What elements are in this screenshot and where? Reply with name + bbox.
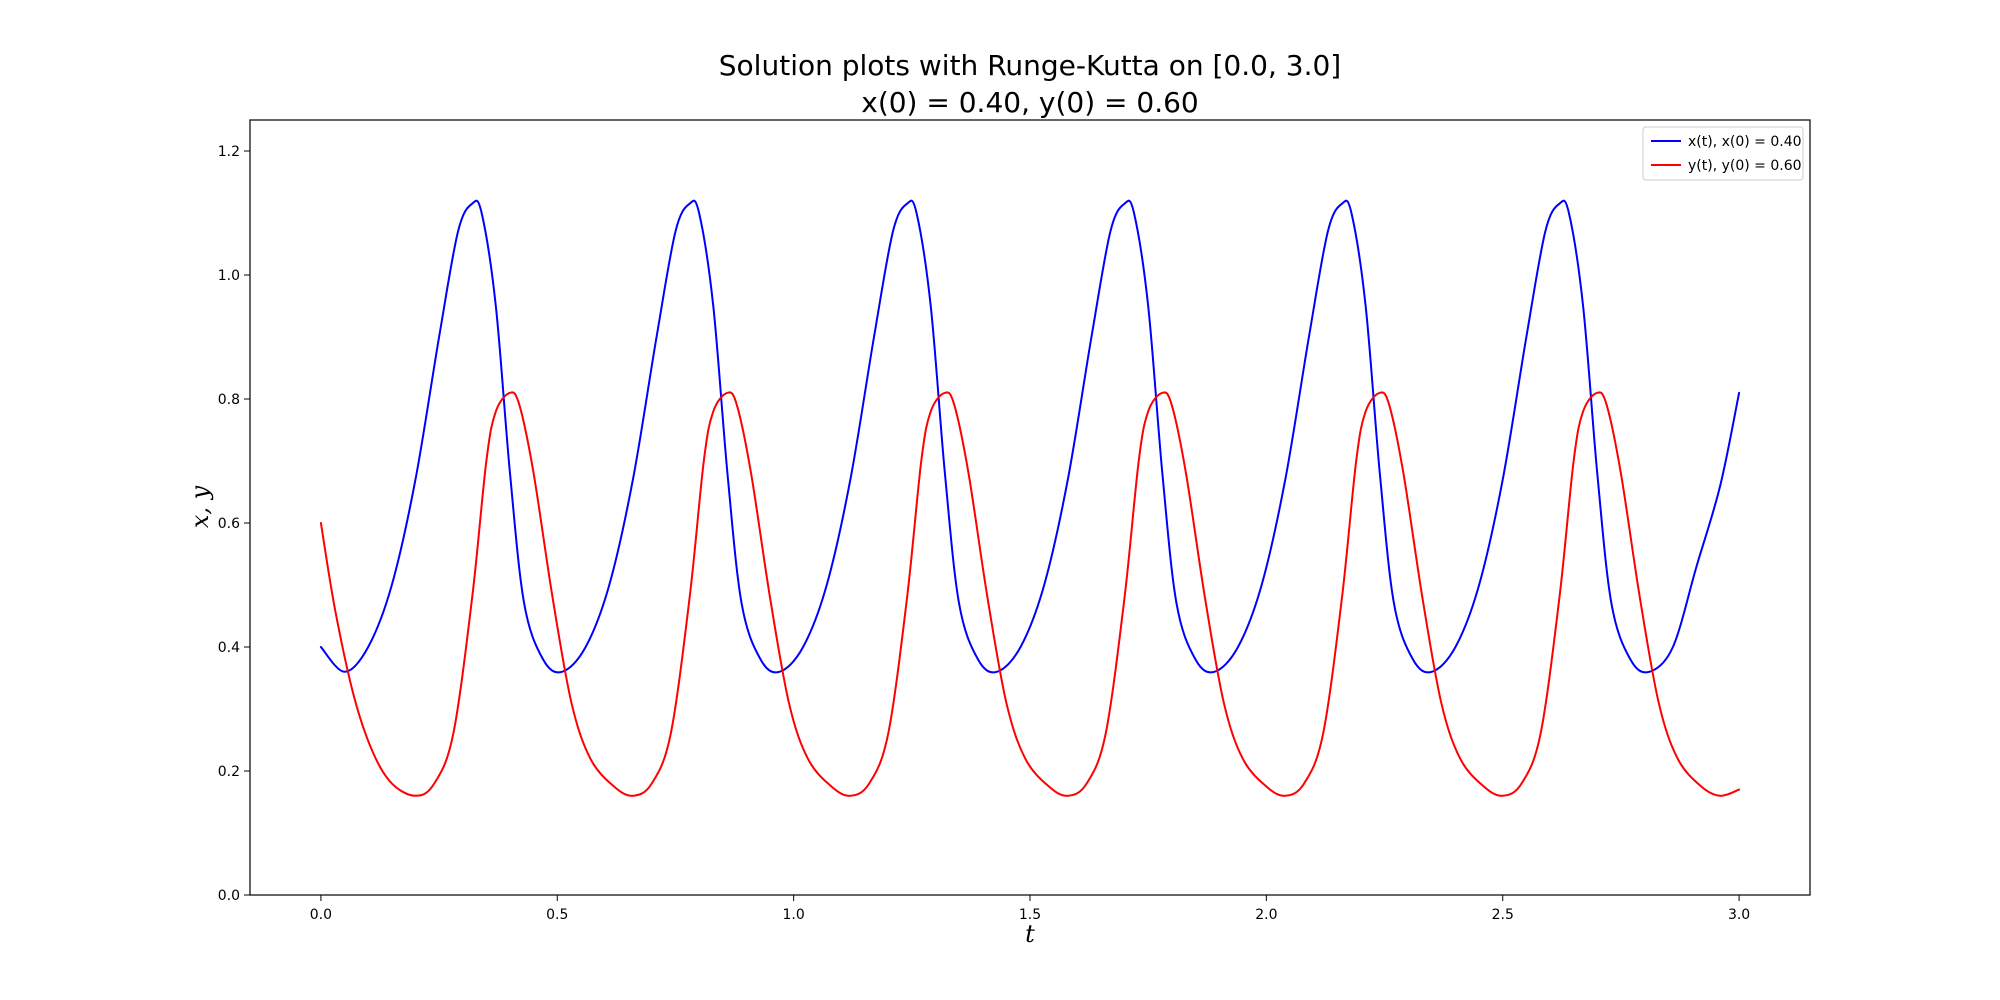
x-tick-label: 3.0 xyxy=(1728,907,1750,923)
chart-title: Solution plots with Runge-Kutta on [0.0,… xyxy=(719,49,1341,82)
x-axis-label: t xyxy=(1025,920,1035,948)
series-line-x xyxy=(319,199,1741,674)
legend: x(t), x(0) = 0.40 y(t), y(0) = 0.60 xyxy=(1642,126,1804,181)
x-tick-label: 0.0 xyxy=(310,907,332,923)
legend-label-y: y(t), y(0) = 0.60 xyxy=(1688,158,1802,174)
plot-lines xyxy=(319,199,1741,797)
plot-frame xyxy=(249,119,1811,896)
y-axis-label: x, y xyxy=(186,485,214,528)
series-line-y xyxy=(319,391,1741,797)
legend-label-x: x(t), x(0) = 0.40 xyxy=(1688,134,1802,150)
y-axis-ticks: 0.0 0.2 0.4 0.6 0.8 1.0 1.2 xyxy=(218,144,250,904)
y-tick-label: 1.2 xyxy=(218,144,240,160)
x-tick-label: 1.5 xyxy=(1019,907,1041,923)
y-tick-label: 0.4 xyxy=(218,640,240,656)
y-tick-label: 0.2 xyxy=(218,764,240,780)
y-tick-label: 1.0 xyxy=(218,268,240,284)
y-tick-label: 0.6 xyxy=(218,516,240,532)
y-tick-label: 0.8 xyxy=(218,392,240,408)
x-tick-label: 2.5 xyxy=(1492,907,1514,923)
x-tick-label: 2.0 xyxy=(1255,907,1277,923)
x-tick-label: 0.5 xyxy=(546,907,568,923)
x-axis-ticks: 0.0 0.5 1.0 1.5 2.0 2.5 3.0 xyxy=(310,895,1750,923)
y-tick-label: 0.0 xyxy=(218,888,240,904)
legend-box xyxy=(1642,126,1804,181)
x-tick-label: 1.0 xyxy=(783,907,805,923)
chart-subtitle: x(0) = 0.40, y(0) = 0.60 xyxy=(861,86,1198,119)
